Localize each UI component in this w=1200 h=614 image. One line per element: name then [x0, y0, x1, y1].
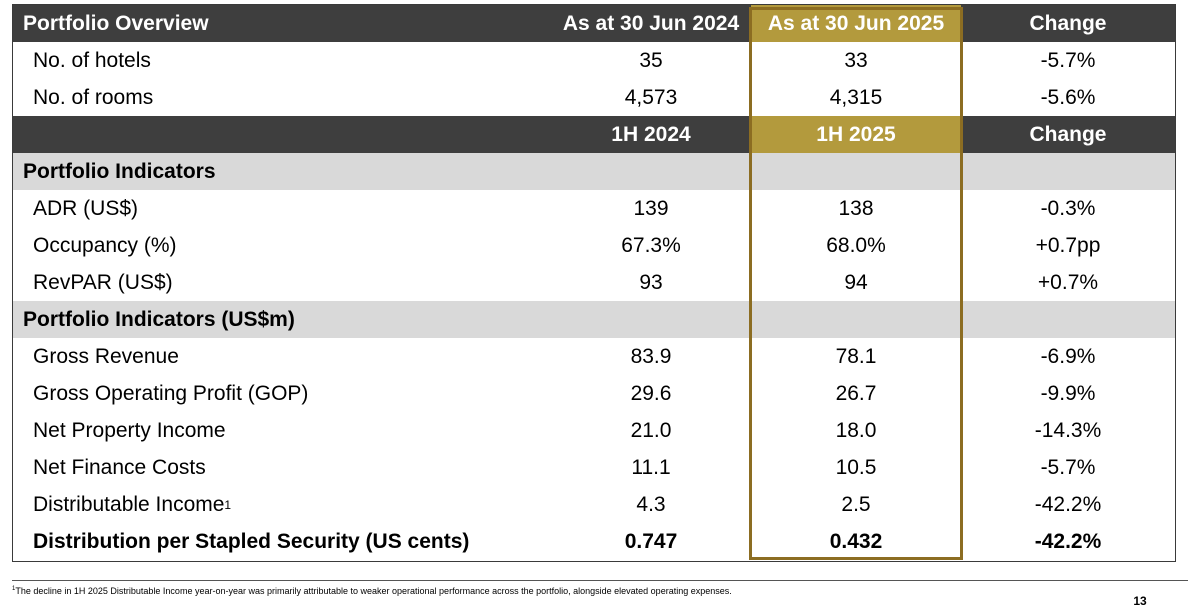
row-change: -5.6% — [1040, 85, 1096, 109]
table-row: ADR (US$) 139 138 -0.3% — [13, 190, 1175, 227]
row-label: RevPAR (US$) — [33, 270, 173, 294]
row-value-2025: 0.432 — [829, 529, 883, 553]
row-value-2024: 93 — [639, 270, 663, 294]
table-row: Occupancy (%) 67.3% 68.0% +0.7pp — [13, 227, 1175, 264]
row-value-2025: 68.0% — [826, 233, 886, 257]
row-change: -42.2% — [1034, 492, 1102, 516]
row-value-2025: 10.5 — [835, 455, 877, 479]
row-label: Distribution per Stapled Security (US ce… — [33, 529, 470, 553]
row-change: -14.3% — [1034, 418, 1102, 442]
row-value-2025: 26.7 — [835, 381, 877, 405]
table-row: Net Finance Costs 11.1 10.5 -5.7% — [13, 449, 1175, 486]
table-row: Gross Operating Profit (GOP) 29.6 26.7 -… — [13, 375, 1175, 412]
footer-divider — [12, 580, 1188, 581]
header-col-2025: As at 30 Jun 2025 — [767, 11, 945, 35]
row-change: -6.9% — [1040, 344, 1096, 368]
row-change: -5.7% — [1040, 455, 1096, 479]
row-value-2024: 35 — [639, 48, 663, 72]
section-title: Portfolio Indicators (US$m) — [23, 307, 295, 331]
row-label: Net Property Income — [33, 418, 226, 442]
table-row: Gross Revenue 83.9 78.1 -6.9% — [13, 338, 1175, 375]
table-row: No. of rooms 4,573 4,315 -5.6% — [13, 79, 1175, 116]
row-label: No. of rooms — [33, 85, 154, 109]
footnote-mark: 1 — [12, 586, 16, 592]
row-label-with-footnote: Distributable Income 1 — [33, 492, 232, 516]
table-row: RevPAR (US$) 93 94 +0.7% — [13, 264, 1175, 301]
row-value-2024: 139 — [633, 196, 669, 220]
row-value-2025: 138 — [838, 196, 874, 220]
row-value-2024: 83.9 — [630, 344, 672, 368]
header-col-1h2024: 1H 2024 — [611, 122, 691, 146]
row-change: -42.2% — [1034, 529, 1102, 553]
row-value-2025: 18.0 — [835, 418, 877, 442]
table-header-overview: Portfolio Overview As at 30 Jun 2024 As … — [13, 5, 1175, 42]
row-change: -5.7% — [1040, 48, 1096, 72]
total-row: Distribution per Stapled Security (US ce… — [13, 523, 1175, 560]
portfolio-table: Portfolio Overview As at 30 Jun 2024 As … — [12, 4, 1176, 562]
row-label: Gross Revenue — [33, 344, 179, 368]
row-value-2024: 29.6 — [630, 381, 672, 405]
footnote: 1The decline in 1H 2025 Distributable In… — [12, 586, 732, 596]
row-value-2024: 67.3% — [621, 233, 681, 257]
header-col-2024: As at 30 Jun 2024 — [562, 11, 740, 35]
page-number: 13 — [1133, 594, 1147, 608]
row-value-2024: 21.0 — [630, 418, 672, 442]
row-value-2024: 4.3 — [636, 492, 666, 516]
section-header: Portfolio Indicators — [13, 153, 1175, 190]
row-value-2025: 2.5 — [841, 492, 871, 516]
row-value-2025: 94 — [844, 270, 868, 294]
row-value-2025: 4,315 — [829, 85, 883, 109]
header-label: Portfolio Overview — [23, 11, 209, 35]
row-label-text: Distributable Income — [33, 492, 225, 516]
header-col-change: Change — [1029, 11, 1107, 35]
table-header-period: 1H 2024 1H 2025 Change — [13, 116, 1175, 153]
row-label: Occupancy (%) — [33, 233, 177, 257]
row-change: -0.3% — [1040, 196, 1096, 220]
row-value-2025: 33 — [844, 48, 868, 72]
section-title: Portfolio Indicators — [23, 159, 216, 183]
header-col-1h2025: 1H 2025 — [816, 122, 896, 146]
table-row: Net Property Income 21.0 18.0 -14.3% — [13, 412, 1175, 449]
row-label: Net Finance Costs — [33, 455, 206, 479]
row-label: No. of hotels — [33, 48, 151, 72]
highlight-fill — [751, 116, 961, 153]
footnote-text: The decline in 1H 2025 Distributable Inc… — [15, 586, 732, 596]
row-change: -9.9% — [1040, 381, 1096, 405]
row-value-2025: 78.1 — [835, 344, 877, 368]
table-row: No. of hotels 35 33 -5.7% — [13, 42, 1175, 79]
row-change: +0.7% — [1037, 270, 1099, 294]
row-value-2024: 0.747 — [624, 529, 678, 553]
row-change: +0.7pp — [1035, 233, 1101, 257]
row-label: ADR (US$) — [33, 196, 139, 220]
section-header: Portfolio Indicators (US$m) — [13, 301, 1175, 338]
row-label: Gross Operating Profit (GOP) — [33, 381, 309, 405]
table-row: Distributable Income 1 4.3 2.5 -42.2% — [13, 486, 1175, 523]
header-col-change: Change — [1029, 122, 1107, 146]
row-value-2024: 11.1 — [631, 455, 671, 479]
row-value-2024: 4,573 — [624, 85, 678, 109]
highlight-fill — [751, 5, 961, 42]
